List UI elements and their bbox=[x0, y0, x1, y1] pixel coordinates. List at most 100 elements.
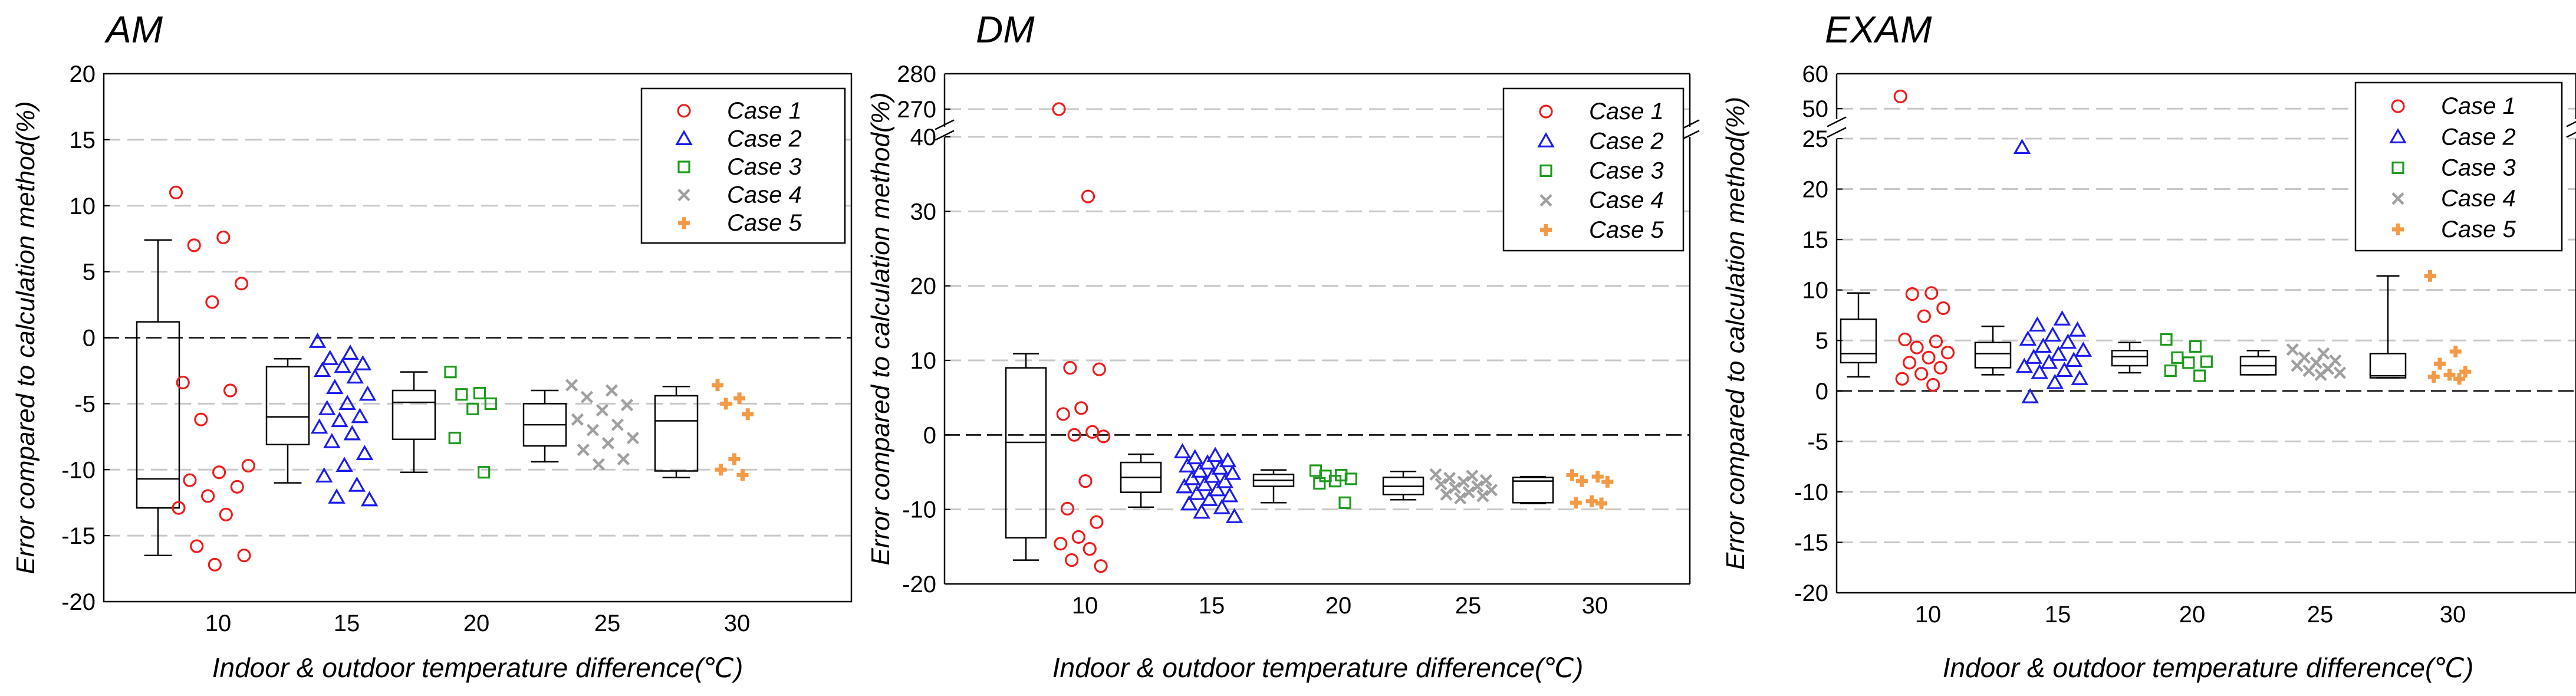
series-case-4 bbox=[2286, 343, 2347, 381]
data-point bbox=[448, 431, 461, 445]
data-point bbox=[335, 457, 353, 472]
data-point bbox=[736, 469, 749, 481]
data-point bbox=[2046, 373, 2064, 389]
series-case-3 bbox=[2160, 333, 2213, 382]
data-point bbox=[1208, 481, 1226, 497]
box-iqr bbox=[654, 395, 699, 472]
x-tick-label: 10 bbox=[1915, 602, 1942, 628]
plot-frame-segment bbox=[943, 73, 1691, 127]
axis-break-mark bbox=[935, 119, 955, 141]
data-point bbox=[605, 384, 618, 397]
data-point bbox=[241, 458, 255, 473]
data-point bbox=[313, 362, 331, 377]
data-point bbox=[205, 295, 219, 309]
data-point bbox=[1924, 286, 1939, 300]
data-point bbox=[1219, 452, 1237, 468]
y-tick-label: 20 bbox=[1802, 177, 1829, 203]
y-tick-label: 5 bbox=[83, 260, 96, 285]
data-point bbox=[1211, 459, 1229, 475]
data-point bbox=[334, 357, 351, 373]
legend-label: Case 2 bbox=[1589, 128, 1664, 154]
legend-box bbox=[2354, 81, 2563, 252]
data-point bbox=[626, 431, 639, 445]
y-tick-label: 25 bbox=[1802, 126, 1829, 152]
data-point bbox=[1485, 484, 1498, 497]
data-point bbox=[360, 491, 379, 507]
box-iqr bbox=[265, 366, 310, 445]
data-point bbox=[577, 444, 590, 457]
legend-label: Case 5 bbox=[2441, 216, 2516, 242]
box-plot bbox=[1840, 292, 1877, 378]
y-tick-label: 270 bbox=[897, 97, 936, 123]
y-tick-label: 280 bbox=[897, 61, 936, 87]
legend-label: Case 1 bbox=[1589, 99, 1664, 124]
data-point bbox=[348, 476, 366, 492]
data-point bbox=[351, 408, 369, 423]
data-point bbox=[1056, 407, 1070, 421]
data-point bbox=[1926, 377, 1940, 392]
legend-label: Case 4 bbox=[1589, 188, 1664, 214]
box-plot bbox=[1974, 326, 2012, 376]
data-point bbox=[216, 230, 231, 245]
data-point bbox=[1328, 475, 1342, 488]
legend-marker bbox=[2391, 161, 2404, 175]
y-tick-label: 10 bbox=[70, 193, 96, 219]
series-case-2 bbox=[2013, 139, 2093, 403]
data-point bbox=[358, 385, 377, 401]
data-point bbox=[484, 397, 497, 410]
legend-marker bbox=[1539, 104, 1553, 119]
legend-label: Case 2 bbox=[2441, 124, 2516, 150]
legend-marker bbox=[677, 189, 690, 202]
x-tick-label: 20 bbox=[463, 610, 490, 636]
y-tick-label: 15 bbox=[1802, 227, 1829, 253]
legend-label: Case 5 bbox=[727, 210, 802, 236]
data-point bbox=[1206, 447, 1224, 462]
data-point bbox=[1429, 468, 1442, 481]
data-point bbox=[1476, 490, 1489, 503]
data-point bbox=[1591, 471, 1604, 483]
data-point bbox=[715, 464, 727, 476]
y-tick-label: 60 bbox=[1802, 61, 1829, 87]
data-point bbox=[1466, 470, 1479, 482]
data-point bbox=[328, 488, 346, 504]
box-plot bbox=[522, 389, 567, 463]
box-iqr bbox=[1005, 367, 1047, 539]
data-point bbox=[190, 539, 204, 553]
legend-marker bbox=[675, 130, 693, 145]
x-tick-label: 10 bbox=[205, 610, 232, 636]
data-point bbox=[1344, 472, 1357, 485]
data-point bbox=[326, 379, 344, 395]
data-point bbox=[1929, 334, 1943, 349]
data-point bbox=[1183, 470, 1201, 485]
data-point bbox=[444, 366, 457, 379]
data-point bbox=[2015, 357, 2034, 373]
chart-title: AM bbox=[104, 8, 163, 51]
data-point bbox=[2286, 343, 2299, 356]
data-point bbox=[1479, 474, 1493, 487]
box-plot bbox=[392, 371, 436, 473]
data-point bbox=[331, 412, 348, 428]
data-point bbox=[230, 480, 244, 494]
data-point bbox=[1180, 495, 1198, 511]
box-iqr bbox=[1974, 342, 2012, 369]
data-point bbox=[1225, 508, 1243, 523]
y-tick-label: 10 bbox=[910, 348, 937, 374]
legend-marker bbox=[677, 160, 690, 173]
data-point bbox=[1067, 428, 1081, 442]
legend-marker bbox=[1539, 194, 1552, 207]
data-point bbox=[1435, 478, 1447, 491]
box-iqr bbox=[392, 389, 436, 441]
data-point bbox=[223, 383, 238, 398]
legend: Case 1 Case 2 Case 3 Case 4 Case 5 bbox=[1502, 87, 1685, 252]
legend-label: Case 1 bbox=[727, 98, 802, 124]
data-point bbox=[1585, 495, 1598, 507]
y-axis-label: Error compared to calculation method(%) bbox=[866, 92, 895, 565]
data-point bbox=[1338, 496, 1351, 509]
data-point bbox=[571, 413, 584, 426]
series-case-5 bbox=[712, 379, 754, 481]
data-point bbox=[219, 507, 233, 521]
chart-title: DM bbox=[976, 8, 1035, 51]
